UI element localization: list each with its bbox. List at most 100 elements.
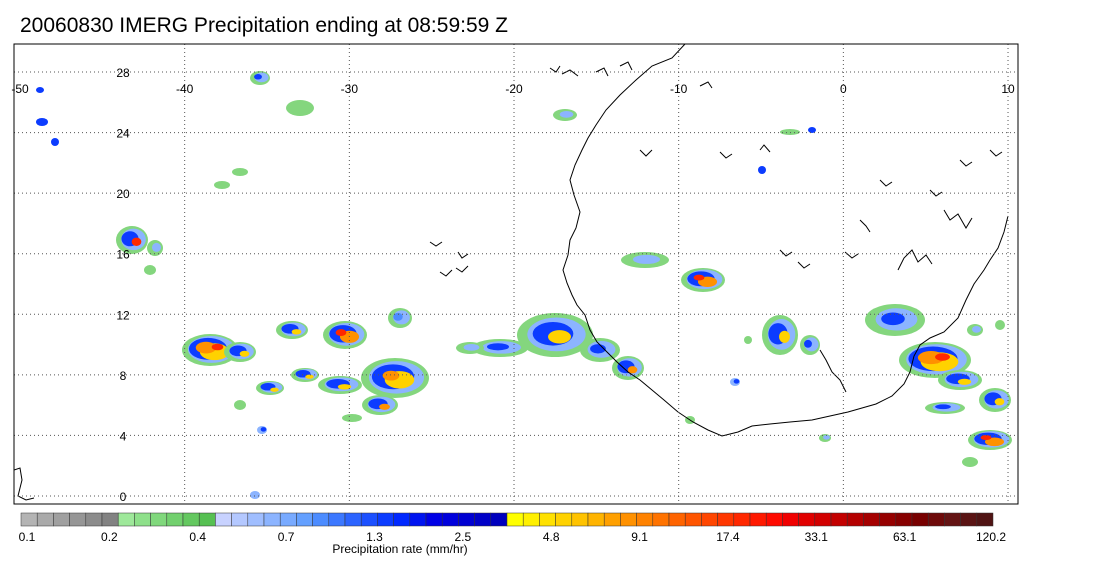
colorbar-cell	[198, 512, 216, 527]
colorbar-cell	[636, 512, 654, 527]
colorbar-cell	[182, 512, 200, 527]
colorbar-cell	[911, 512, 929, 527]
latitude-label: 20	[116, 187, 130, 201]
colorbar-cell	[409, 512, 427, 527]
coastline-segment	[897, 249, 933, 271]
colorbar-cell	[53, 512, 70, 527]
precip-cell	[318, 376, 362, 394]
colorbar-cell	[539, 512, 556, 527]
colorbar-tick-label: 4.8	[543, 530, 560, 544]
coastline-segment	[455, 265, 469, 273]
longitude-label: 10	[1001, 82, 1015, 96]
colorbar-tick-label: 0.1	[19, 530, 36, 544]
map-frame	[13, 43, 1019, 505]
colorbar-cells	[20, 512, 994, 527]
coastline-segment	[14, 467, 35, 501]
precip-cell	[256, 381, 284, 395]
longitude-label: -30	[341, 82, 359, 96]
colorbar-cell	[944, 512, 961, 527]
coastline-segment	[549, 65, 561, 73]
colorbar-cell	[798, 512, 816, 527]
graticule	[14, 44, 1018, 504]
coastline-segment	[562, 44, 1009, 437]
precip-cell	[147, 240, 163, 256]
latitude-labels: 28 24 20 16 12 8 4 0	[116, 66, 130, 504]
colorbar-cell	[668, 512, 686, 527]
precip-cell	[758, 166, 766, 174]
precip-cell	[234, 400, 246, 410]
latitude-label: 8	[120, 369, 127, 383]
coastline	[14, 44, 1009, 501]
colorbar-tick-label: 17.4	[716, 530, 740, 544]
colorbar-tick-label: 2.5	[454, 530, 471, 544]
colorbar-cell	[506, 512, 524, 527]
precip-cell	[276, 321, 308, 339]
longitude-label: -20	[505, 82, 523, 96]
precip-cell	[621, 252, 669, 268]
coastline-segment	[797, 261, 811, 269]
colorbar-cell	[879, 512, 897, 527]
colorbar-cell	[814, 512, 832, 527]
colorbar-tick-label: 9.1	[631, 530, 648, 544]
colorbar-cell	[765, 512, 783, 527]
longitude-label: -50	[11, 82, 29, 96]
precip-cell	[388, 308, 412, 328]
colorbar-cell	[830, 512, 848, 527]
precip-cell	[361, 358, 429, 398]
coastline-segment	[595, 67, 609, 77]
precip-cell	[517, 313, 593, 357]
colorbar-cell	[749, 512, 767, 527]
precip-cell	[250, 491, 260, 499]
latitude-label: 4	[120, 429, 127, 443]
colorbar-cell	[587, 512, 605, 527]
precip-cell	[819, 434, 831, 442]
precip-cell	[362, 395, 398, 415]
precip-cell	[762, 315, 798, 355]
colorbar-tick-label: 33.1	[805, 530, 829, 544]
colorbar-tick-label: 0.2	[101, 530, 118, 544]
precip-cell	[995, 320, 1005, 330]
colorbar-cell	[134, 512, 151, 527]
colorbar-cell	[312, 512, 330, 527]
map-title: 20060830 IMERG Precipitation ending at 0…	[20, 14, 508, 37]
colorbar-cell	[555, 512, 573, 527]
colorbar-cell	[927, 512, 945, 527]
colorbar-cell	[863, 512, 880, 527]
coastline-segment	[989, 149, 1003, 157]
coastline-segment	[699, 81, 713, 89]
precip-cell	[456, 342, 484, 354]
colorbar-cell	[733, 512, 751, 527]
coastline-segment	[719, 151, 733, 159]
coastline-segment	[819, 349, 847, 393]
colorbar-cell	[393, 512, 411, 527]
coastline-segment	[561, 69, 579, 77]
colorbar-cell	[960, 512, 978, 527]
colorbar-tick-label: 0.7	[278, 530, 295, 544]
colorbar-cell	[36, 512, 54, 527]
coastline-segment	[457, 251, 469, 259]
colorbar-cell	[846, 512, 864, 527]
precip-cell	[612, 356, 644, 380]
colorbar-cell	[101, 512, 119, 527]
coastline-segment	[619, 61, 633, 71]
colorbar-tick-label: 63.1	[893, 530, 917, 544]
longitude-label: -40	[176, 82, 194, 96]
colorbar-cell	[522, 512, 540, 527]
colorbar-cell	[85, 512, 103, 527]
colorbar-cell	[895, 512, 913, 527]
colorbar-cell	[377, 512, 394, 527]
precipitation-field	[36, 71, 1012, 499]
longitude-labels: -50 -40 -30 -20 -10 0 10	[11, 82, 1015, 96]
colorbar-cell	[296, 512, 313, 527]
colorbar-cell	[652, 512, 670, 527]
colorbar-cell	[20, 512, 38, 527]
colorbar-cell	[263, 512, 281, 527]
precip-cell	[925, 402, 965, 414]
precip-cell	[780, 129, 800, 135]
colorbar-cell	[328, 512, 346, 527]
coastline-segment	[429, 241, 443, 247]
precip-cell	[224, 342, 256, 362]
colorbar-cell	[279, 512, 297, 527]
colorbar-cell	[69, 512, 87, 527]
